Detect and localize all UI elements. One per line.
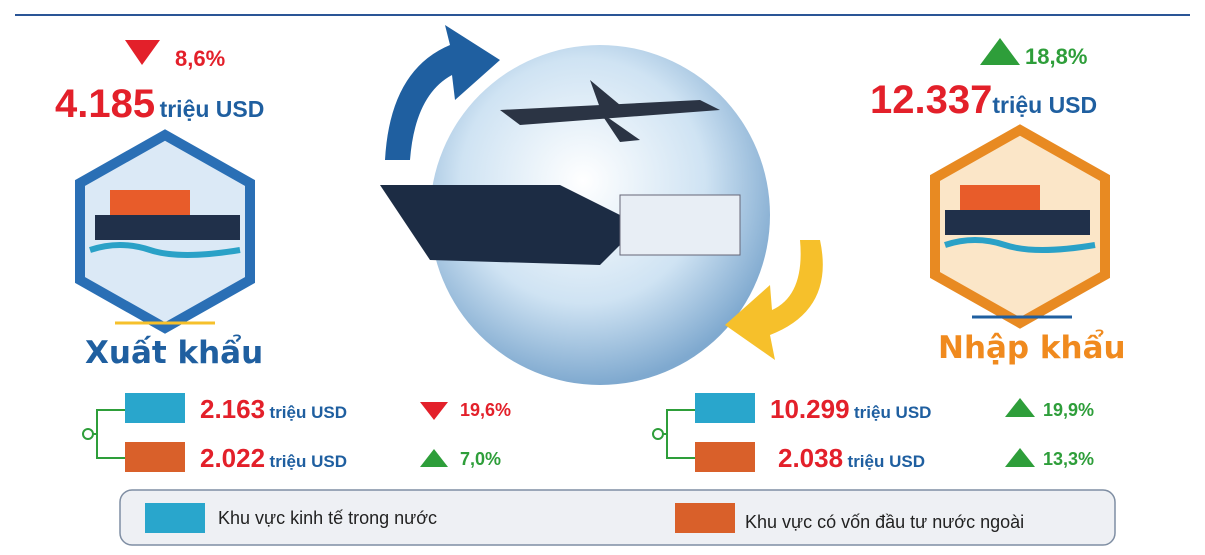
unit: triệu USD: [270, 403, 347, 422]
unit: triệu USD: [854, 403, 931, 422]
import-bracket-node: [653, 429, 663, 439]
swatch-domestic: [695, 393, 755, 423]
amount: 2.163: [200, 394, 265, 424]
export-unit: triệu USD: [160, 96, 265, 122]
legend-item: Khu vực có vốn đầu tư nước ngoài: [745, 512, 1024, 533]
down-arrow: [420, 402, 448, 420]
export-label: Xuất khẩu: [85, 335, 263, 371]
legend-swatch-domestic: [145, 503, 205, 533]
page: {"export": {"change": "8,6%", "amount": …: [0, 0, 1205, 555]
amount: 2.022: [200, 443, 265, 473]
change: 19,6%: [460, 400, 511, 421]
unit: triệu USD: [848, 452, 925, 471]
up-arrow: [1005, 448, 1035, 467]
legend-swatch-foreign: [675, 503, 735, 533]
export-row-1: 2.163 triệu USD: [200, 394, 347, 425]
up-arrow: [1005, 398, 1035, 417]
up-arrow: [420, 449, 448, 467]
import-unit: triệu USD: [992, 92, 1097, 118]
import-containers: [960, 185, 1040, 210]
export-containers: [110, 190, 190, 215]
swatch-domestic: [125, 393, 185, 423]
export-bracket-node: [83, 429, 93, 439]
export-down-arrow: [125, 40, 160, 65]
amount: 10.299: [770, 394, 850, 424]
unit: triệu USD: [270, 452, 347, 471]
import-ship: [945, 210, 1090, 235]
import-up-arrow: [980, 38, 1020, 65]
export-row-2: 2.022 triệu USD: [200, 443, 347, 474]
import-change: 18,8%: [1025, 44, 1087, 70]
import-row-1: 10.299 triệu USD: [770, 394, 931, 425]
change: 19,9%: [1043, 400, 1094, 421]
export-total: 4.185 triệu USD: [55, 82, 264, 127]
truck: [620, 195, 740, 255]
import-row-2: 2.038 triệu USD: [778, 443, 925, 474]
change: 7,0%: [460, 449, 501, 470]
legend-item: Khu vực kinh tế trong nước: [218, 508, 437, 529]
export-change: 8,6%: [175, 46, 225, 72]
swatch-foreign: [695, 442, 755, 472]
import-amount: 12.337: [870, 78, 992, 122]
amount: 2.038: [778, 443, 843, 473]
import-label: Nhập khẩu: [938, 330, 1126, 366]
export-ship: [95, 215, 240, 240]
import-total: 12.337triệu USD: [870, 78, 1097, 123]
change: 13,3%: [1043, 449, 1094, 470]
swatch-foreign: [125, 442, 185, 472]
export-amount: 4.185: [55, 82, 155, 126]
